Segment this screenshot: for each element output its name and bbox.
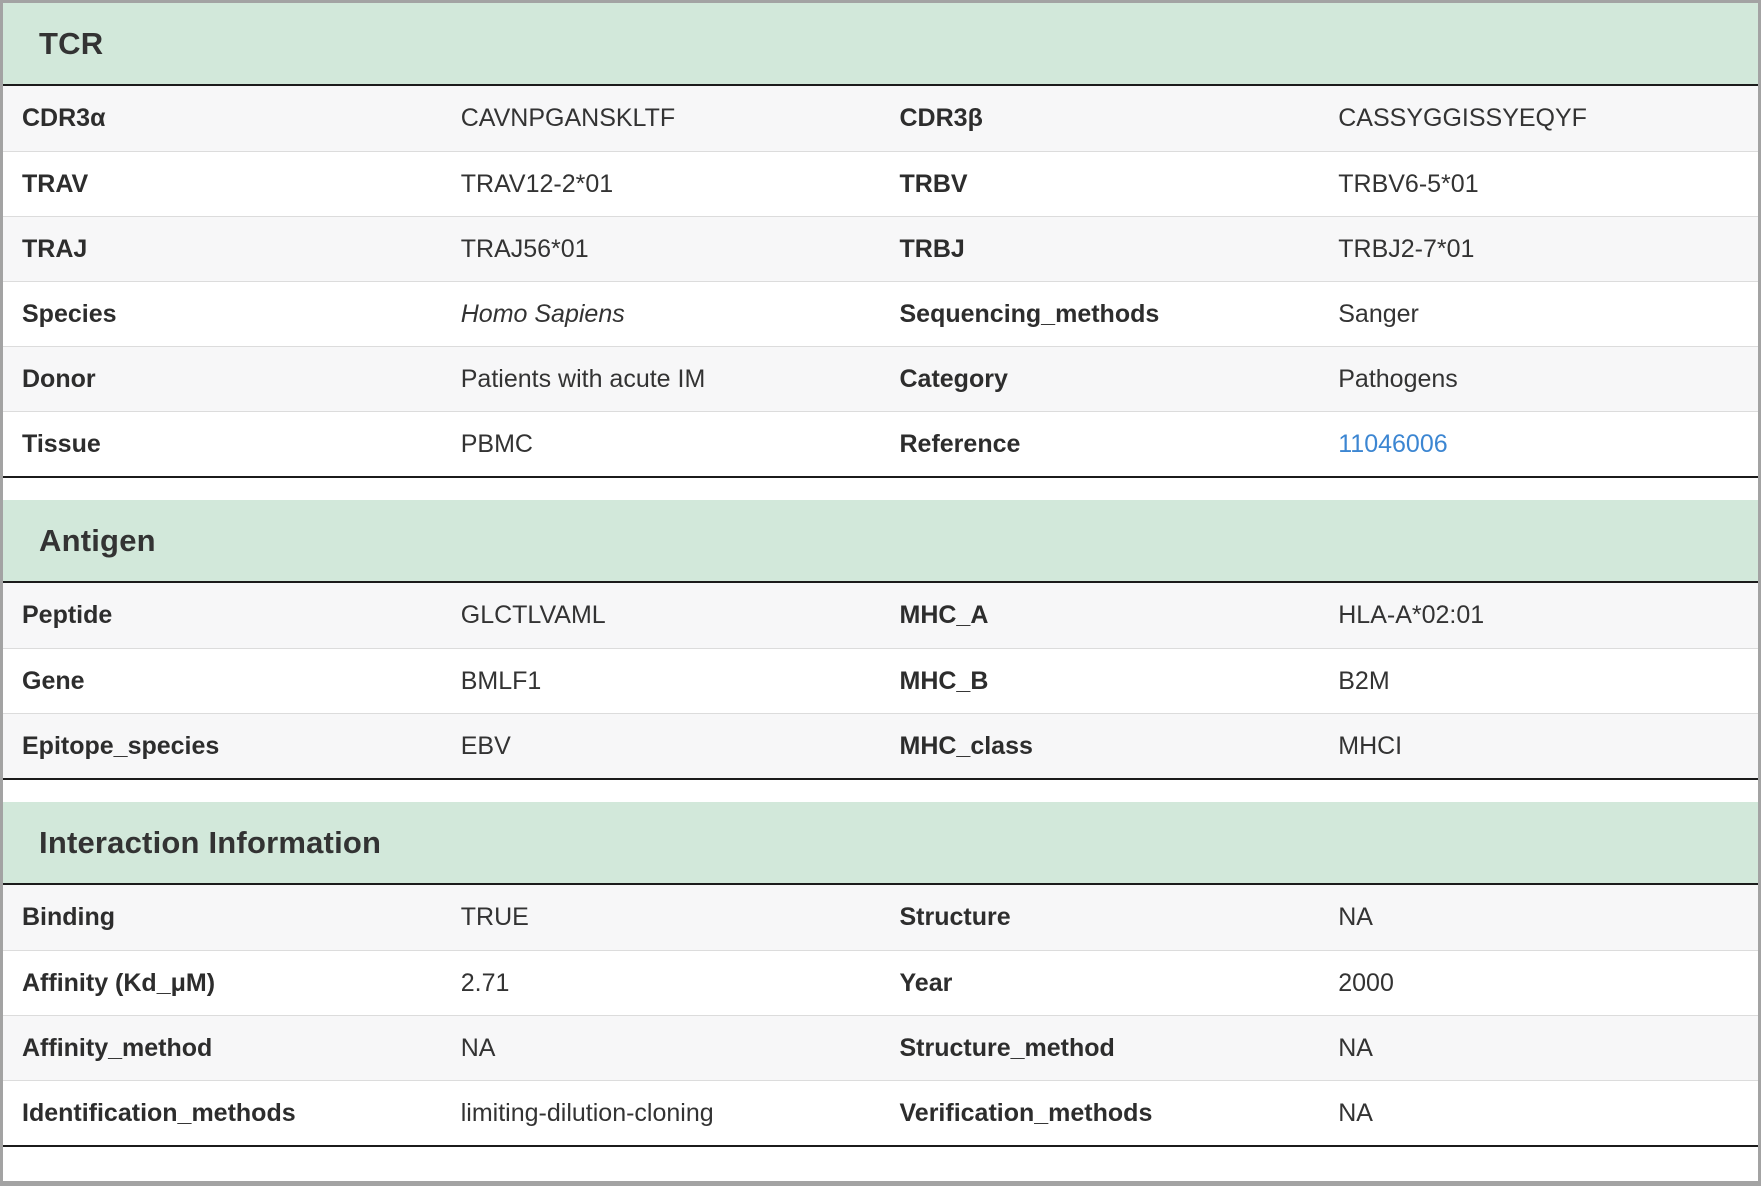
section-interaction-title: Interaction Information (39, 824, 382, 860)
table-row: Donor Patients with acute IM Category Pa… (3, 346, 1758, 411)
identification-methods-label: Identification_methods (22, 1098, 296, 1127)
trav-value: TRAV12-2*01 (460, 169, 614, 198)
epitope-species-value: EBV (460, 731, 511, 760)
trbj-value: TRBJ2-7*01 (1338, 234, 1475, 263)
year-label: Year (899, 968, 953, 997)
traj-label: TRAJ (22, 234, 88, 263)
mhc-b-label: MHC_B (899, 666, 989, 695)
table-row: TRAJ TRAJ56*01 TRBJ TRBJ2-7*01 (3, 216, 1758, 281)
binding-label: Binding (22, 903, 116, 931)
affinity-kd-label: Affinity (Kd_μM) (22, 968, 216, 997)
structure-label: Structure (899, 903, 1011, 931)
affinity-kd-value: 2.71 (460, 968, 510, 997)
epitope-species-label: Epitope_species (22, 731, 220, 760)
section-antigen-header: Antigen (3, 500, 1758, 583)
reference-link[interactable]: 11046006 (1338, 429, 1448, 458)
cdr3b-value: CASSYGGISSYEQYF (1338, 104, 1587, 132)
section-tcr-header: TCR (3, 3, 1758, 86)
mhc-a-value: HLA-A*02:01 (1338, 601, 1485, 629)
table-row: Affinity_method NA Structure_method NA (3, 1015, 1758, 1080)
donor-value: Patients with acute IM (460, 364, 706, 393)
antigen-table: Peptide GLCTLVAML MHC_A HLA-A*02:01 Gene… (3, 583, 1758, 780)
cdr3a-label: CDR3α (22, 104, 106, 132)
category-label: Category (899, 364, 1008, 393)
sequencing-methods-value: Sanger (1338, 299, 1419, 328)
section-tcr: TCR CDR3α CAVNPGANSKLTF CDR3β CASSYGGISS… (3, 3, 1758, 478)
section-interaction: Interaction Information Binding TRUE Str… (3, 802, 1758, 1147)
tcr-table: CDR3α CAVNPGANSKLTF CDR3β CASSYGGISSYEQY… (3, 86, 1758, 478)
table-row: Gene BMLF1 MHC_B B2M (3, 648, 1758, 713)
table-row: Epitope_species EBV MHC_class MHCI (3, 713, 1758, 778)
affinity-method-value: NA (460, 1033, 496, 1062)
structure-method-label: Structure_method (899, 1033, 1115, 1062)
section-antigen: Antigen Peptide GLCTLVAML MHC_A HLA-A*02… (3, 500, 1758, 780)
section-tcr-title: TCR (39, 25, 104, 61)
trbv-label: TRBV (899, 169, 968, 198)
section-interaction-header: Interaction Information (3, 802, 1758, 885)
affinity-method-label: Affinity_method (22, 1033, 213, 1062)
reference-label: Reference (899, 429, 1021, 458)
trbj-label: TRBJ (899, 234, 965, 263)
donor-label: Donor (22, 364, 96, 393)
table-row: Binding TRUE Structure NA (3, 885, 1758, 950)
table-row: Tissue PBMC Reference 11046006 (3, 411, 1758, 476)
mhc-class-value: MHCI (1338, 731, 1403, 760)
mhc-class-label: MHC_class (899, 731, 1033, 760)
structure-method-value: NA (1338, 1033, 1373, 1062)
peptide-value: GLCTLVAML (460, 601, 606, 629)
mhc-a-label: MHC_A (899, 601, 989, 629)
section-antigen-title: Antigen (39, 522, 156, 558)
tissue-label: Tissue (22, 429, 101, 458)
table-row: CDR3α CAVNPGANSKLTF CDR3β CASSYGGISSYEQY… (3, 86, 1758, 151)
identification-methods-value: limiting-dilution-cloning (460, 1098, 714, 1127)
species-label: Species (22, 299, 117, 328)
table-row: Species Homo Sapiens Sequencing_methods … (3, 281, 1758, 346)
table-row: Affinity (Kd_μM) 2.71 Year 2000 (3, 950, 1758, 1015)
species-value: Homo Sapiens (460, 299, 625, 328)
mhc-b-value: B2M (1338, 666, 1390, 695)
peptide-label: Peptide (22, 601, 113, 629)
gene-value: BMLF1 (460, 666, 542, 695)
verification-methods-label: Verification_methods (899, 1098, 1153, 1127)
category-value: Pathogens (1338, 364, 1458, 393)
traj-value: TRAJ56*01 (460, 234, 589, 263)
gene-label: Gene (22, 666, 85, 695)
trav-label: TRAV (22, 169, 89, 198)
table-row: Peptide GLCTLVAML MHC_A HLA-A*02:01 (3, 583, 1758, 648)
binding-value: TRUE (460, 903, 529, 931)
table-row: Identification_methods limiting-dilution… (3, 1080, 1758, 1145)
cdr3b-label: CDR3β (899, 104, 983, 132)
tissue-value: PBMC (460, 429, 533, 458)
trbv-value: TRBV6-5*01 (1338, 169, 1479, 198)
interaction-table: Binding TRUE Structure NA Affinity (Kd_μ… (3, 885, 1758, 1147)
structure-value: NA (1338, 903, 1373, 931)
cdr3a-value: CAVNPGANSKLTF (460, 104, 676, 132)
table-row: TRAV TRAV12-2*01 TRBV TRBV6-5*01 (3, 151, 1758, 216)
sequencing-methods-label: Sequencing_methods (899, 299, 1160, 328)
year-value: 2000 (1338, 968, 1394, 997)
verification-methods-value: NA (1338, 1098, 1373, 1127)
